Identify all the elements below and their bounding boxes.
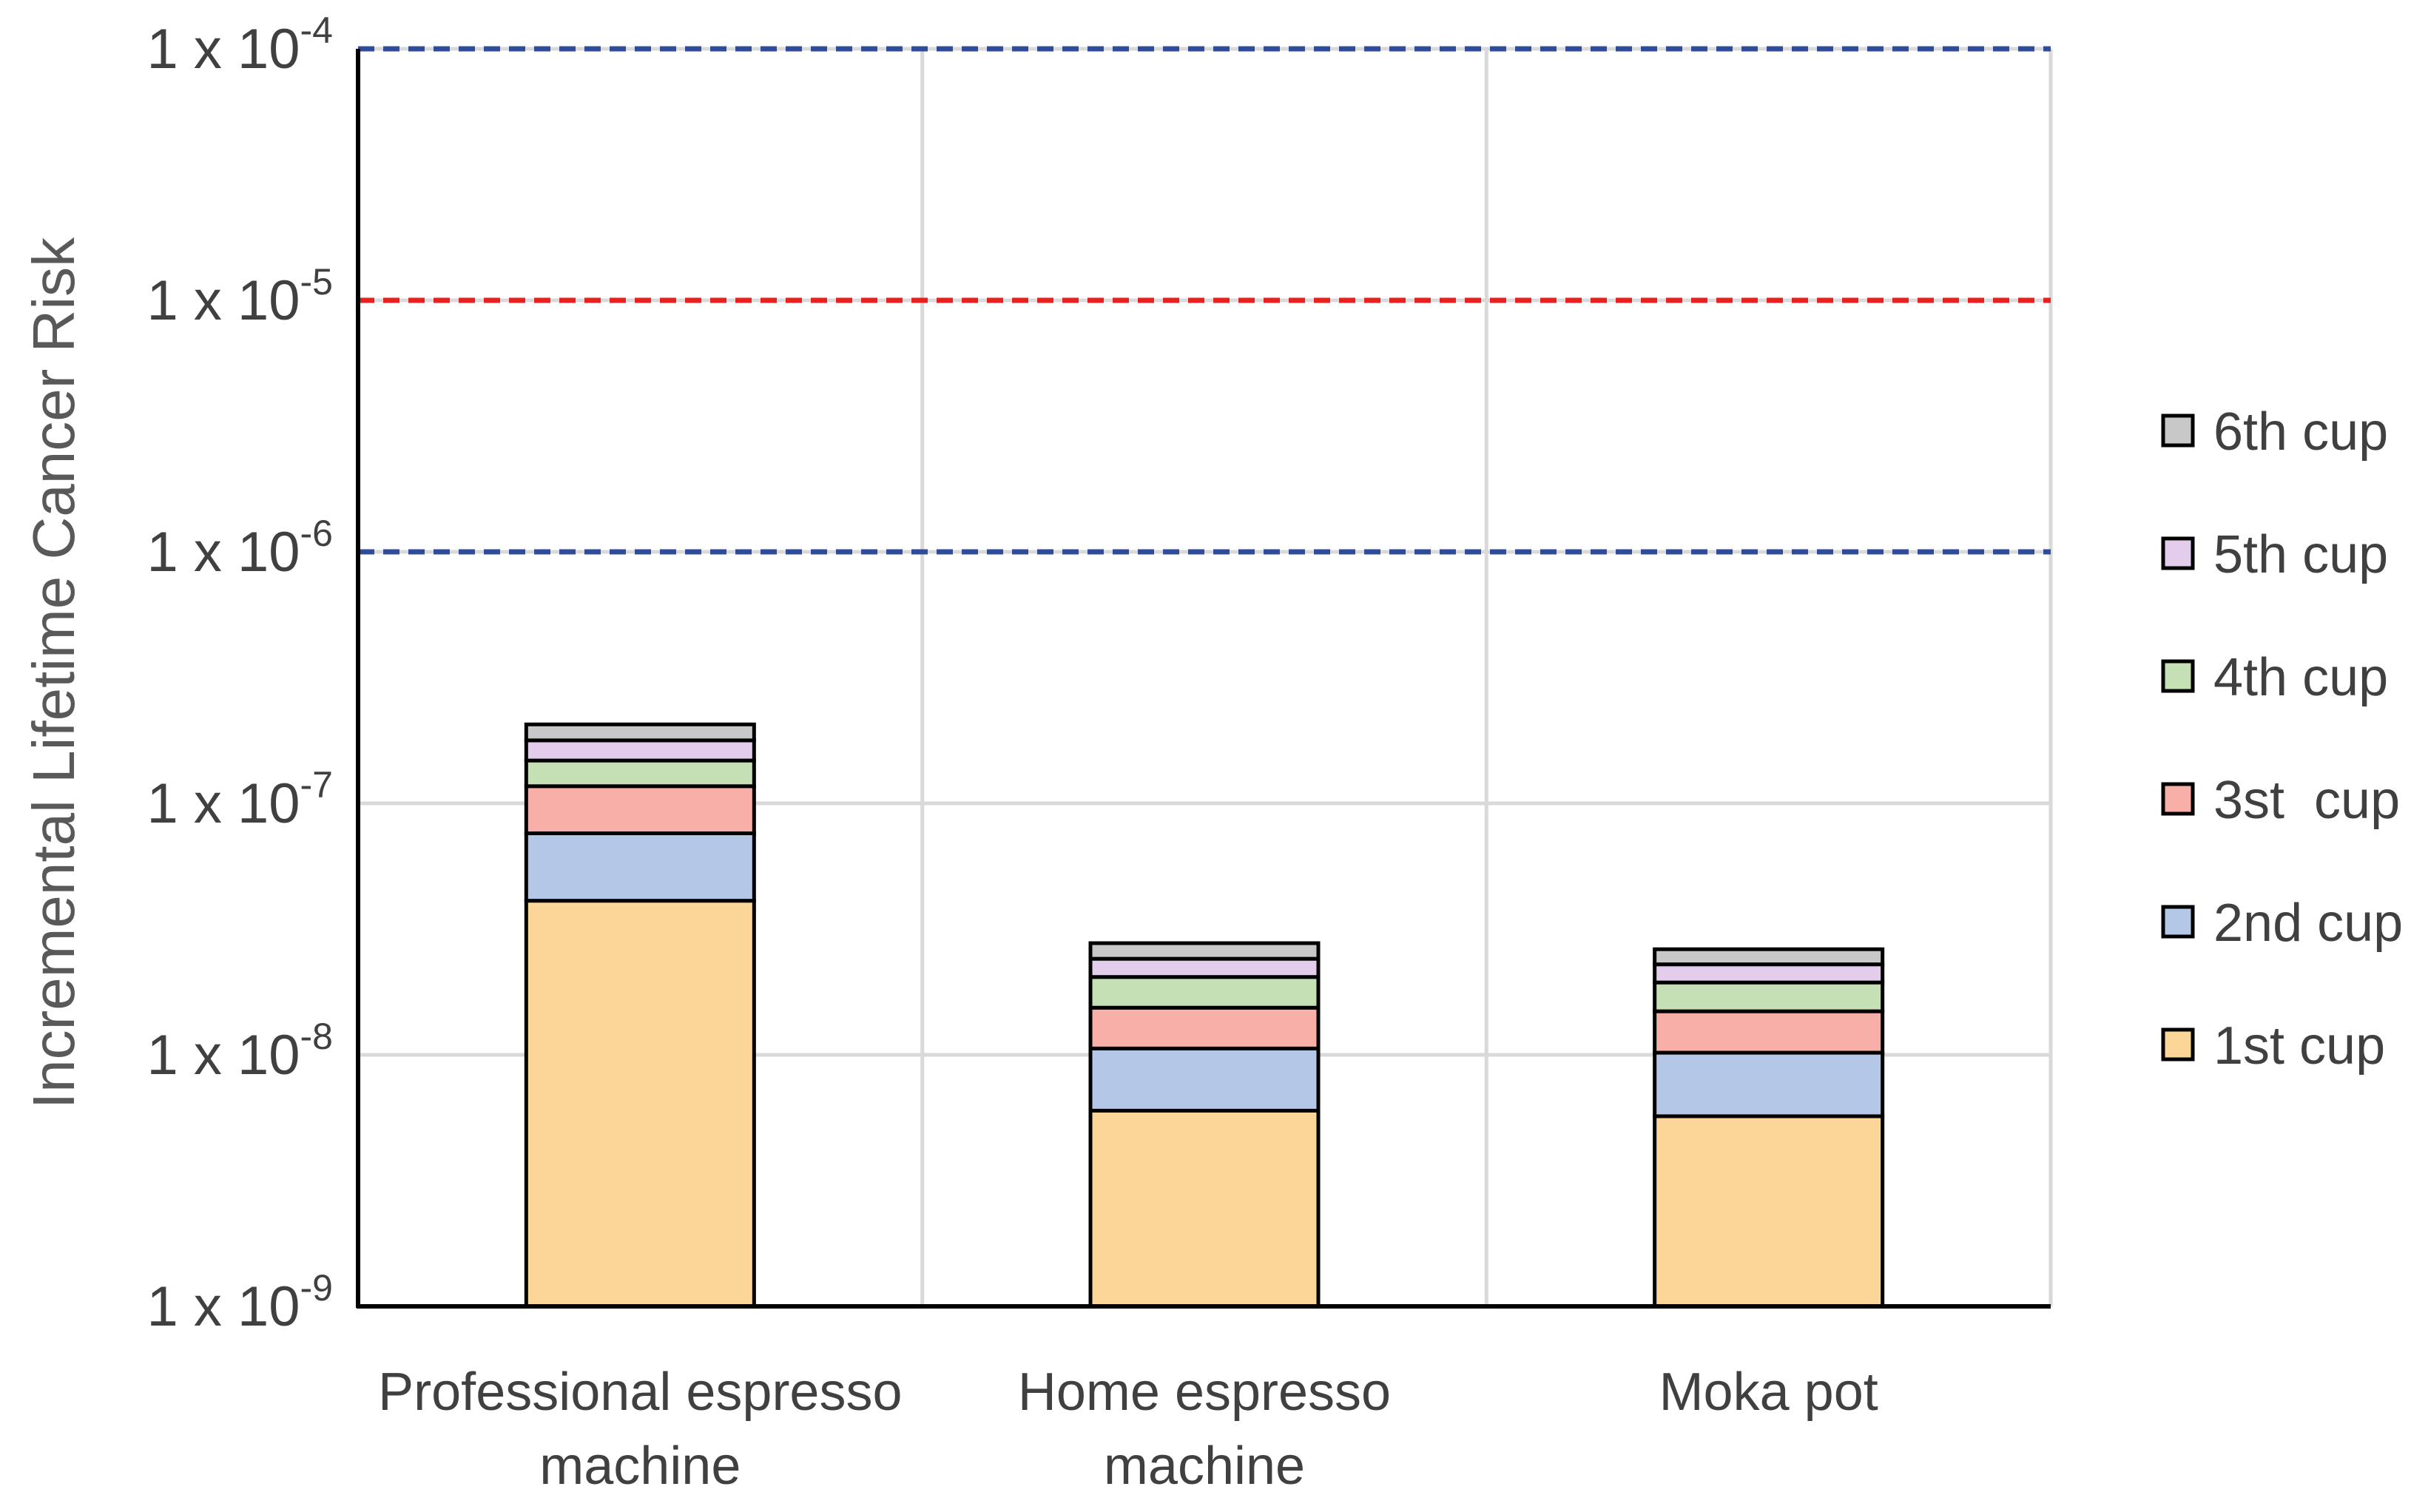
bar-stack [1653,947,1885,1309]
bar-segment [524,784,756,836]
legend: 6th cup 5th cup 4th cup 3st cup 2nd cup 1st c… [2161,402,2403,1076]
x-tick-label: Home espresso [1018,1363,1391,1422]
reference-lines [358,46,2051,555]
bar-segment [524,831,756,903]
x-tick-label: Moka pot [1659,1363,1878,1422]
legend-item: 1st cup [2161,1016,2385,1076]
legend-item: 2nd cup [2161,894,2403,953]
legend-item: 3st cup [2161,771,2400,830]
legend-swatch [2161,536,2195,570]
bar-segment [1088,975,1321,1010]
bar-segment [524,722,756,743]
legend-item: 6th cup [2161,402,2388,462]
y-tick-label: 1 x 10-4 [146,10,333,81]
legend-label: 2nd cup [2213,894,2403,953]
bar-segment [524,738,756,763]
bar-segment [1653,1114,1885,1309]
y-tick-labels: 1 x 10-4 1 x 10-5 1 x 10-6 1 x 10-7 1 x 10-8… [146,10,333,1338]
bar-segment [1088,1108,1321,1309]
y-tick-label: 1 x 10-7 [146,764,333,835]
legend-swatch [2161,782,2195,816]
axes [356,49,2051,1309]
bar-segment [1088,956,1321,979]
y-tick-label: 1 x 10-6 [146,513,333,584]
bars [524,722,1885,1309]
y-axis-label: Incremental Lifetime Cancer Risk [21,237,87,1109]
legend-swatch [2161,414,2195,448]
bar-segment [1653,962,1885,985]
legend-label: 5th cup [2213,525,2388,584]
y-tick-label: 1 x 10-8 [146,1016,333,1087]
bar-segment [1653,980,1885,1013]
bar-segment [1088,1005,1321,1050]
x-tick-label: Professional espresso [378,1363,902,1422]
y-tick-label: 1 x 10-9 [146,1267,333,1338]
bar-segment [524,758,756,789]
bar-segment [524,899,756,1309]
legend-label: 6th cup [2213,402,2388,462]
legend-swatch [2161,659,2195,693]
bar-segment [1653,947,1885,967]
bar-stack [524,722,756,1309]
x-tick-labels: Professional espresso machine Home espress… [378,1363,1878,1496]
bar-segment [1653,1009,1885,1055]
bar-stack [1088,941,1321,1309]
bar-segment [1088,941,1321,961]
legend-item: 4th cup [2161,648,2388,707]
legend-label: 4th cup [2213,648,2388,707]
bar-segment [1088,1046,1321,1113]
legend-item: 5th cup [2161,525,2388,584]
bar-segment [1653,1050,1885,1118]
y-tick-label: 1 x 10-5 [146,261,333,332]
x-tick-label: machine [539,1437,741,1496]
legend-label: 1st cup [2213,1016,2385,1076]
legend-swatch [2161,1027,2195,1062]
legend-swatch [2161,905,2195,939]
legend-label: 3st cup [2213,771,2400,830]
x-tick-label: machine [1104,1437,1305,1496]
